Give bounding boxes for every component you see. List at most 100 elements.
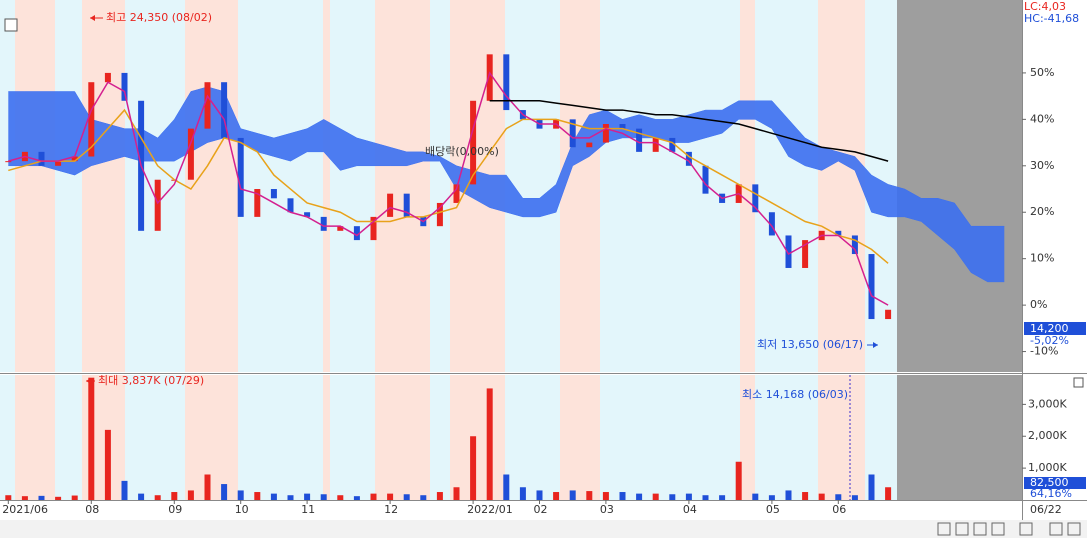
volume-bar — [187, 490, 194, 500]
stripe — [185, 375, 238, 500]
volume-bar — [38, 495, 45, 500]
volume-bar — [569, 490, 576, 500]
candle — [5, 161, 12, 163]
volume-bar — [387, 493, 394, 500]
background-stripes — [0, 0, 897, 500]
candle — [254, 189, 261, 217]
x-tick-label: 06 — [832, 503, 846, 516]
y-tick-label: 3,000K — [1028, 397, 1067, 410]
candle — [702, 165, 709, 194]
candle — [287, 198, 294, 213]
volume-bar — [121, 480, 128, 500]
x-tick-label: 2021/06 — [2, 503, 48, 516]
x-tick-label: 05 — [766, 503, 780, 516]
y-tick-label: 2,000K — [1028, 429, 1067, 442]
volume-bar — [453, 487, 460, 500]
candle — [104, 72, 111, 83]
tool-icon[interactable] — [1019, 522, 1033, 536]
candle — [868, 254, 875, 320]
volume-bar — [719, 495, 726, 500]
volume-bar — [221, 484, 228, 500]
volume-bar — [519, 487, 526, 500]
y-tick-label: 1,000K — [1028, 461, 1067, 474]
y-tick-label: 40% — [1030, 112, 1054, 125]
tool-icon[interactable] — [937, 522, 951, 536]
cloud-lower — [8, 119, 1005, 283]
candle — [121, 72, 128, 101]
volume-bar — [138, 493, 145, 500]
candle — [370, 216, 377, 241]
candle — [403, 193, 410, 217]
ma-long — [8, 108, 889, 264]
stripe — [560, 0, 600, 372]
candle — [685, 151, 692, 166]
current-price: 14,200 — [1030, 322, 1069, 335]
candle — [353, 226, 360, 241]
stripe — [82, 0, 125, 372]
tool-icon[interactable] — [1049, 522, 1063, 536]
candle — [387, 193, 394, 217]
y-tick-label: 0% — [1030, 298, 1047, 311]
candle — [802, 240, 809, 268]
tool-icon[interactable] — [991, 522, 1005, 536]
volume-bar — [171, 492, 178, 500]
future-area — [897, 375, 1022, 500]
stripe — [560, 375, 600, 500]
candle — [470, 100, 477, 185]
volume-bar — [768, 495, 775, 500]
volume-bar — [21, 496, 28, 500]
volume-bar — [885, 487, 892, 500]
tool-icon[interactable] — [973, 522, 987, 536]
tool-icon[interactable] — [955, 522, 969, 536]
stripe — [375, 0, 430, 372]
volume-bar — [5, 495, 12, 500]
annotation: 최소 14,168 (06/03) — [742, 388, 848, 401]
tool-icon[interactable] — [1067, 522, 1081, 536]
stripe — [323, 0, 330, 372]
volume-bar — [270, 493, 277, 500]
volume-bar — [353, 496, 360, 500]
candle — [237, 137, 244, 217]
candle — [768, 212, 775, 236]
candle — [337, 226, 344, 231]
volume-bar — [204, 474, 211, 500]
volume-bar — [88, 377, 95, 500]
annotation: 최저 13,650 (06/17) — [757, 338, 863, 351]
x-tick-label: 04 — [683, 503, 697, 516]
y-tick-label: 10% — [1030, 252, 1054, 265]
menu-icon[interactable] — [4, 18, 18, 32]
candle — [320, 216, 327, 231]
volume-bar — [104, 429, 111, 500]
annotation: 배당락(0,00%) — [425, 145, 499, 158]
volume-bar — [652, 493, 659, 500]
volume-bar — [785, 490, 792, 500]
x-tick-label: 02 — [534, 503, 548, 516]
candle — [569, 119, 576, 148]
volume-bar — [752, 493, 759, 500]
candle — [88, 82, 95, 157]
candle — [752, 184, 759, 213]
candle — [669, 137, 676, 152]
candle — [636, 128, 643, 152]
candle — [885, 309, 892, 320]
volume-bar — [835, 494, 842, 500]
candle — [619, 124, 626, 129]
future-area — [897, 0, 1022, 372]
x-end-label: 06/22 — [1030, 503, 1062, 516]
candle — [602, 124, 609, 143]
toolbar-icons — [937, 522, 1081, 536]
volume-bar — [403, 494, 410, 500]
stripe — [818, 0, 865, 372]
arrow-head — [90, 15, 95, 21]
volume-bar — [420, 495, 427, 500]
candle — [835, 230, 842, 236]
x-tick-label: 2022/01 — [467, 503, 513, 516]
x-tick-label: 11 — [301, 503, 315, 516]
volume-bar — [154, 495, 161, 500]
panel-close[interactable] — [1073, 377, 1084, 388]
candle — [71, 156, 78, 162]
volume-bar — [503, 474, 510, 500]
candle — [187, 128, 194, 180]
